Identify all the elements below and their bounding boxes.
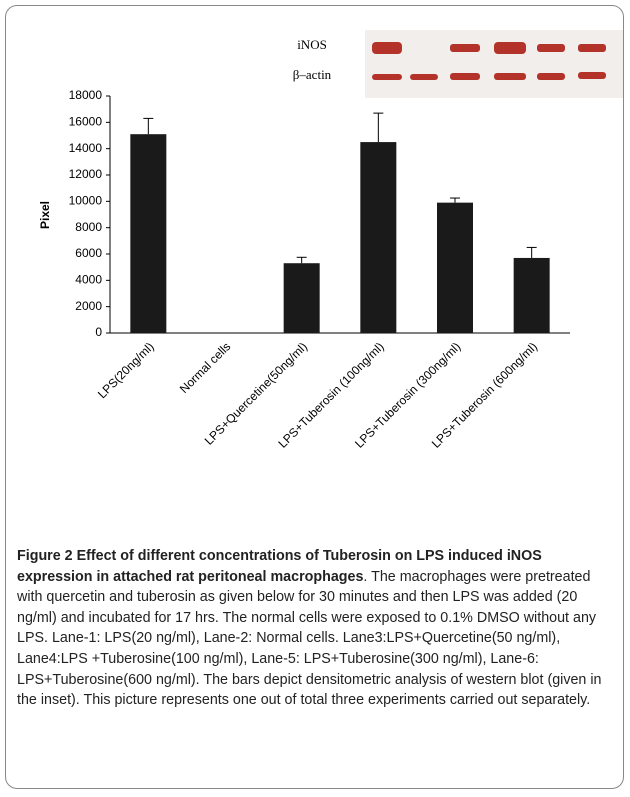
bar [437, 203, 473, 333]
y-tick-label: 12000 [69, 167, 103, 181]
bar [360, 142, 396, 333]
y-tick-label: 4000 [75, 273, 102, 287]
y-tick-label: 18000 [69, 88, 103, 102]
x-tick-label: LPS(20ng/ml) [95, 339, 157, 401]
y-tick-label: 14000 [69, 141, 103, 155]
y-axis-label: Pixel [38, 201, 52, 229]
inset-label: β–actin [293, 67, 332, 82]
x-tick-label: Normal cells [177, 339, 234, 396]
y-tick-label: 16000 [69, 115, 103, 129]
caption-text: . The macrophages were pretreated with q… [17, 569, 601, 709]
bar [130, 134, 166, 333]
y-tick-label: 10000 [69, 194, 103, 208]
bar [514, 258, 550, 333]
chart: iNOS β–actin Pixel 0 2000 4000 6000 8000 1000… [0, 0, 630, 540]
blot-inset [365, 30, 623, 98]
y-tick-label: 2000 [75, 299, 102, 313]
bar [284, 263, 320, 333]
y-tick-label: 0 [95, 325, 102, 339]
y-tick-label: 6000 [75, 246, 102, 260]
page: iNOS β–actin Pixel 0 2000 4000 6000 8000 1000… [0, 0, 630, 797]
caption: Figure 2 Effect of different concentrati… [17, 546, 617, 711]
y-tick-label: 8000 [75, 220, 102, 234]
inset-label: iNOS [297, 37, 327, 52]
